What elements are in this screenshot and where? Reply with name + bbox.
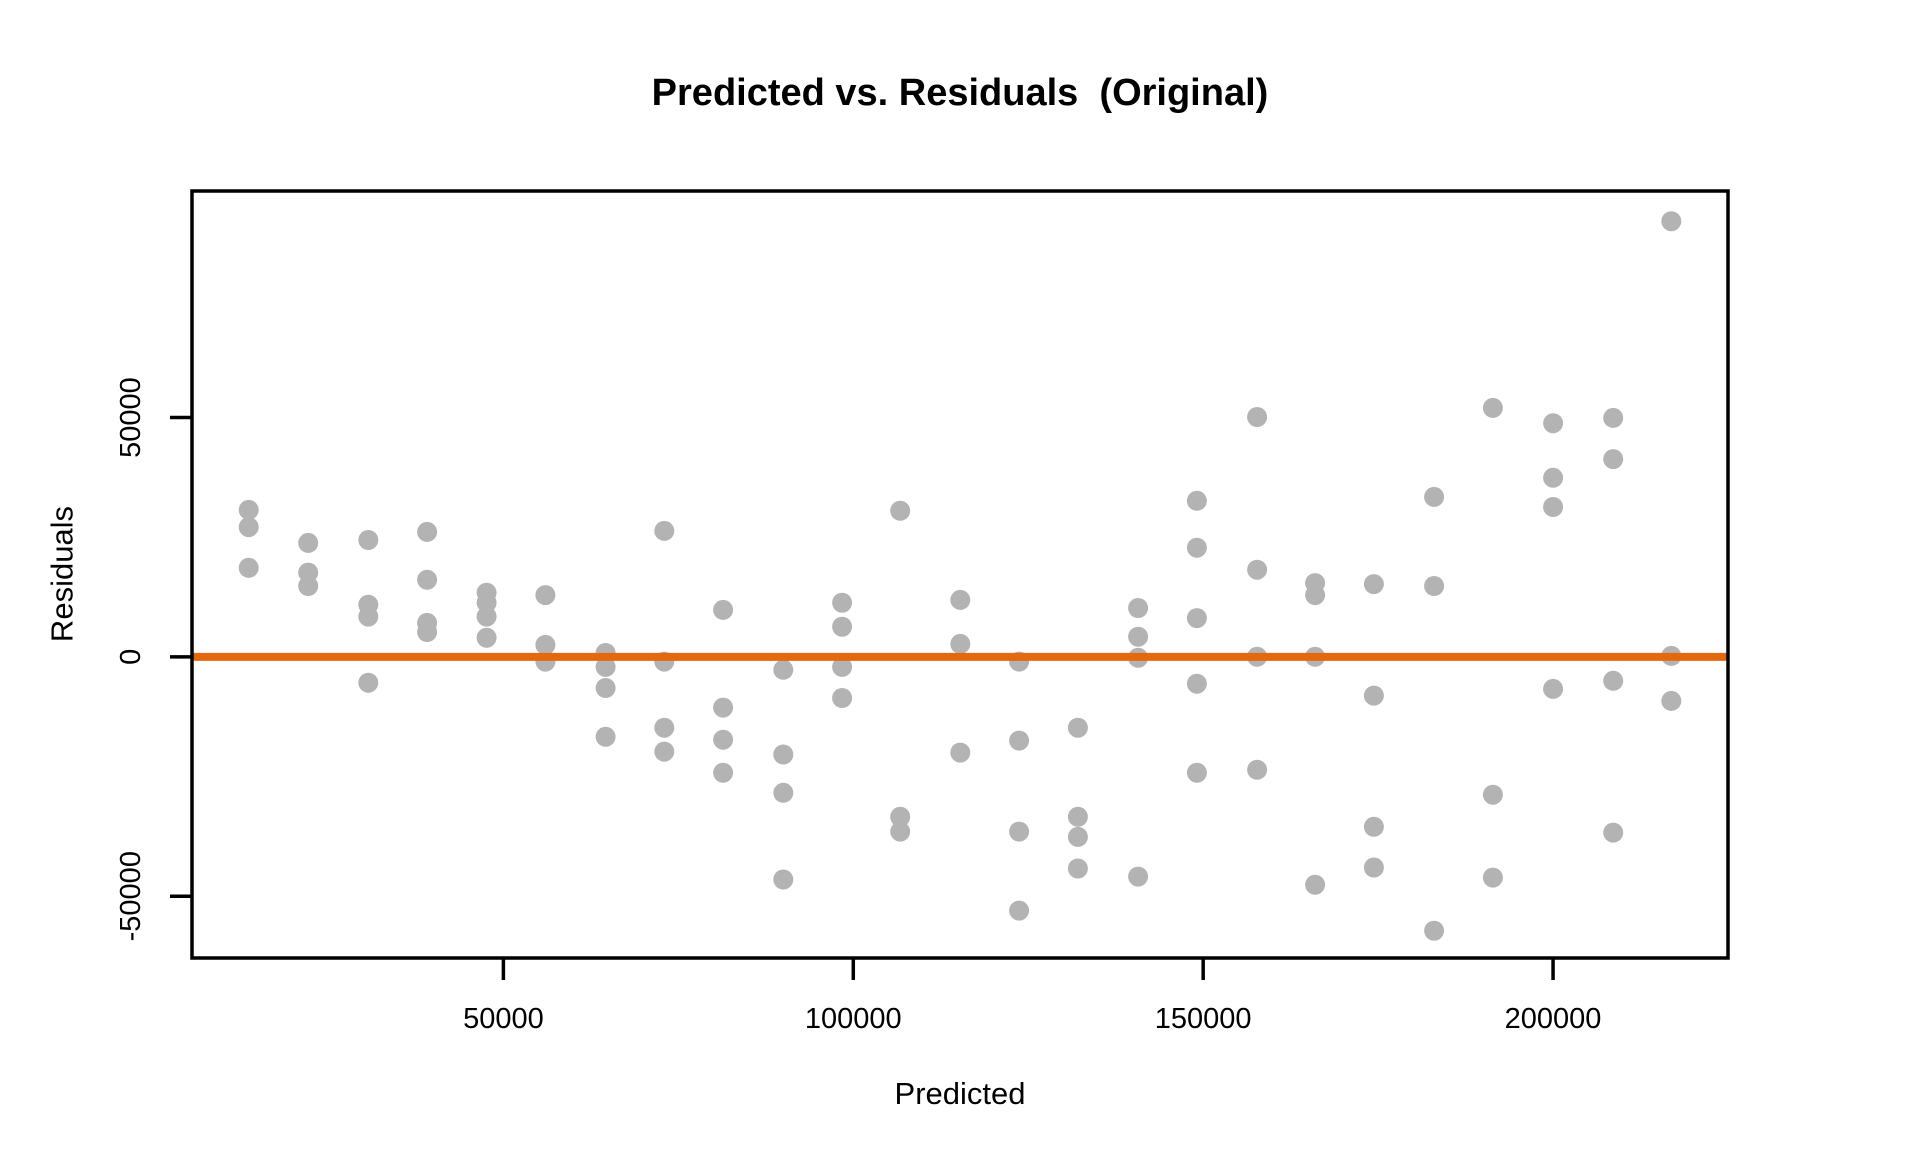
data-point [1543, 497, 1564, 517]
data-point [358, 606, 379, 627]
data-point [358, 672, 379, 693]
data-point [1543, 678, 1564, 699]
data-point [890, 500, 911, 521]
data-point [773, 659, 794, 680]
x-axis-label: Predicted [894, 1076, 1026, 1111]
data-point [1363, 816, 1384, 837]
data-point [1424, 920, 1445, 941]
data-point [1482, 397, 1503, 418]
data-point [1661, 690, 1682, 711]
data-point [535, 634, 556, 655]
data-point [1009, 900, 1030, 921]
data-point [713, 729, 734, 750]
data-point [1363, 574, 1384, 595]
data-point [476, 606, 497, 627]
data-point [1067, 826, 1088, 847]
x-tick-label: 150000 [1155, 1003, 1252, 1035]
data-point [1009, 821, 1030, 842]
data-point [1186, 762, 1207, 783]
data-point [890, 821, 911, 842]
data-point [773, 782, 794, 803]
data-point [832, 592, 853, 613]
data-point [1603, 407, 1624, 428]
data-point [417, 622, 438, 642]
data-point [1305, 874, 1326, 895]
data-point [713, 762, 734, 783]
data-point [832, 656, 853, 677]
x-tick-label: 50000 [463, 1003, 544, 1035]
data-point [1424, 486, 1445, 507]
chart-title: Predicted vs. Residuals (Original) [651, 72, 1269, 114]
data-point [1363, 857, 1384, 878]
data-point [298, 576, 319, 596]
data-point [358, 530, 379, 550]
data-point [832, 616, 853, 637]
data-point [1424, 576, 1445, 596]
y-axis-label: Residuals [44, 505, 80, 643]
data-point [595, 678, 616, 698]
data-point [773, 744, 794, 765]
data-point [1661, 211, 1682, 232]
data-point [950, 589, 971, 610]
y-tick-label: -50000 [115, 851, 147, 941]
data-point [1186, 537, 1207, 558]
data-point [476, 627, 497, 648]
data-point [1186, 608, 1207, 629]
data-point [713, 697, 734, 718]
data-point [1603, 822, 1624, 843]
data-point [1247, 407, 1268, 427]
data-point [1305, 585, 1326, 606]
data-point [535, 585, 556, 606]
data-point [238, 499, 259, 520]
data-point [1067, 717, 1088, 738]
data-point [1128, 626, 1149, 647]
data-point [1067, 806, 1088, 827]
data-point [1482, 784, 1503, 805]
data-point [238, 557, 259, 578]
data-point [773, 869, 794, 890]
data-point [1247, 559, 1268, 580]
data-point [950, 742, 971, 763]
data-point [1363, 685, 1384, 706]
data-point [1543, 467, 1564, 488]
data-point [1247, 759, 1268, 780]
data-point [1128, 866, 1149, 887]
data-point [1067, 858, 1088, 879]
data-point [595, 656, 616, 677]
data-point [238, 517, 259, 538]
y-tick-label: 50000 [115, 377, 147, 458]
data-point [1186, 673, 1207, 694]
data-point [1543, 413, 1564, 434]
data-point [950, 633, 971, 654]
data-point [1603, 670, 1624, 691]
data-point [417, 569, 438, 590]
y-tick-label: 0 [115, 649, 147, 665]
data-point [595, 726, 616, 747]
data-point [654, 717, 675, 738]
data-point [476, 592, 497, 613]
data-point [1128, 598, 1149, 618]
x-tick-label: 100000 [805, 1003, 902, 1035]
data-point [654, 741, 675, 762]
data-point [654, 520, 675, 541]
data-point [1009, 730, 1030, 751]
x-tick-label: 200000 [1505, 1003, 1602, 1035]
plot-box [190, 189, 1730, 960]
data-point [1186, 490, 1207, 511]
data-point [1482, 867, 1503, 888]
data-point [417, 521, 438, 542]
data-point [298, 532, 319, 553]
data-point [1603, 449, 1624, 470]
data-point [832, 688, 853, 708]
data-point [713, 599, 734, 620]
data-point [890, 806, 911, 827]
